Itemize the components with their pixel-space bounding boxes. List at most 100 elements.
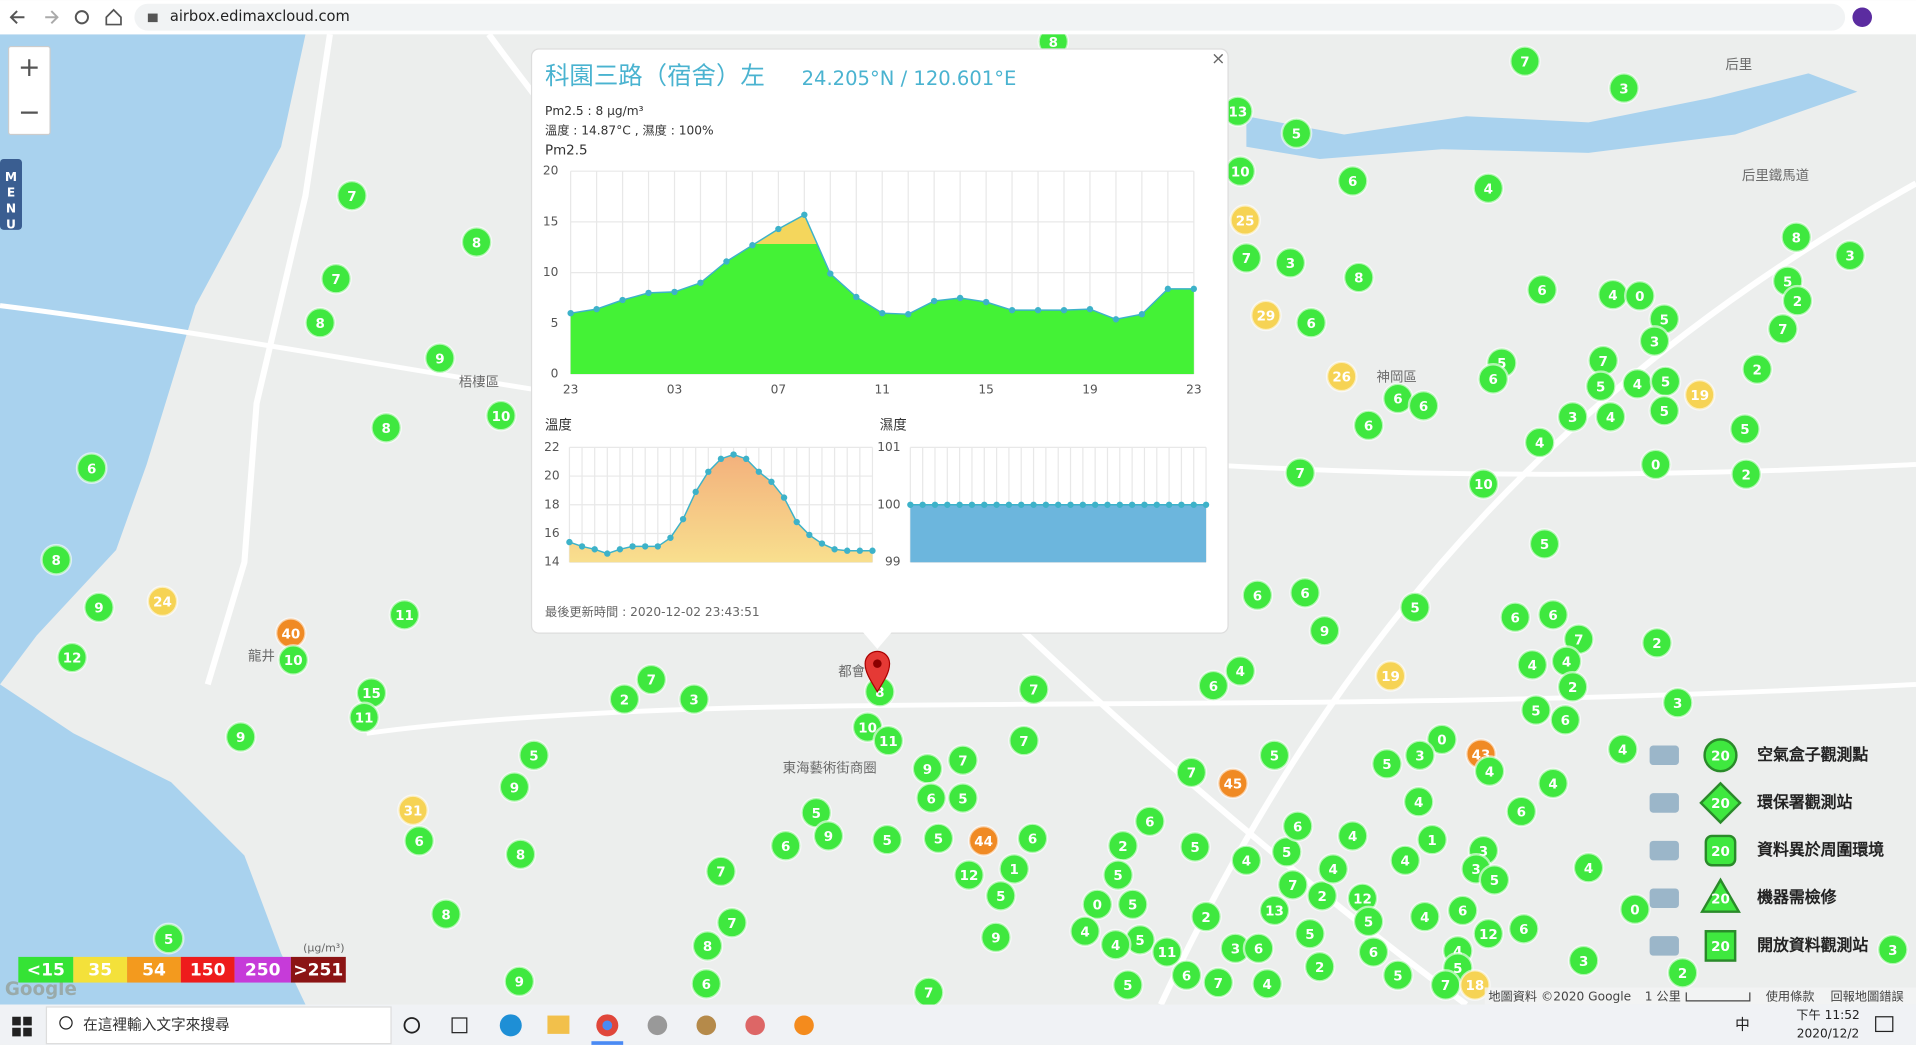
station-marker[interactable] [1357, 936, 1390, 968]
station-marker[interactable] [1402, 785, 1435, 818]
station-marker[interactable] [1608, 72, 1640, 104]
station-marker[interactable] [1342, 261, 1375, 294]
station-marker[interactable] [1371, 747, 1403, 780]
station-marker[interactable] [1567, 944, 1600, 977]
station-marker[interactable] [691, 930, 724, 962]
back-icon[interactable] [9, 10, 25, 25]
station-marker[interactable] [1179, 831, 1211, 863]
station-marker[interactable] [1619, 893, 1651, 926]
close-button[interactable]: × [1211, 49, 1225, 69]
station-marker[interactable] [1408, 900, 1441, 933]
station-marker[interactable] [1520, 694, 1552, 726]
station-marker[interactable] [1741, 353, 1774, 386]
menu-tab[interactable] [0, 158, 22, 230]
reload-icon[interactable] [74, 10, 89, 25]
station-marker[interactable] [1638, 325, 1671, 357]
station-marker[interactable] [224, 721, 257, 753]
station-marker[interactable] [503, 965, 536, 998]
station-marker[interactable] [1336, 165, 1369, 197]
station-marker[interactable] [1472, 917, 1505, 950]
station-marker[interactable] [1217, 767, 1249, 800]
station-marker[interactable] [1325, 360, 1358, 393]
station-marker[interactable] [304, 306, 337, 339]
station-marker[interactable] [1623, 279, 1656, 312]
search-placeholder[interactable]: 在這裡輸入文字來搜尋 [83, 1016, 230, 1033]
station-marker[interactable] [1407, 389, 1440, 422]
station-marker[interactable] [348, 701, 381, 734]
station-marker[interactable] [1648, 394, 1681, 427]
station-marker[interactable] [1352, 409, 1385, 442]
station-marker[interactable] [1099, 928, 1132, 961]
station-marker[interactable] [1683, 378, 1716, 411]
station-marker[interactable] [1229, 204, 1262, 236]
station-marker[interactable] [1242, 932, 1275, 965]
station-marker[interactable] [812, 820, 845, 852]
station-marker[interactable] [1230, 844, 1263, 877]
station-marker[interactable] [1175, 756, 1208, 789]
station-marker[interactable] [498, 771, 531, 803]
station-marker[interactable] [1661, 686, 1694, 719]
station-marker[interactable] [1499, 601, 1532, 634]
station-marker[interactable] [1467, 468, 1500, 500]
station-marker[interactable] [1374, 659, 1407, 692]
station-marker[interactable] [1281, 810, 1314, 843]
station-marker[interactable] [430, 898, 462, 931]
station-marker[interactable] [1556, 400, 1589, 433]
station-marker[interactable] [1274, 246, 1307, 279]
taskview-icon[interactable] [451, 1017, 468, 1034]
station-marker[interactable] [690, 967, 723, 1000]
station-marker[interactable] [1224, 655, 1257, 687]
station-marker[interactable] [871, 823, 904, 856]
station-marker[interactable] [1069, 915, 1101, 948]
station-marker[interactable] [1766, 312, 1799, 345]
station-marker[interactable] [608, 683, 641, 715]
app-icon[interactable] [647, 1015, 668, 1036]
station-marker[interactable] [705, 855, 737, 888]
station-marker[interactable] [1594, 400, 1627, 433]
station-marker[interactable] [1306, 879, 1339, 912]
station-marker[interactable] [1404, 739, 1436, 772]
station-marker[interactable] [1081, 888, 1114, 921]
zoom-in[interactable]: + [18, 52, 41, 83]
station-marker[interactable] [1251, 967, 1284, 1000]
station-marker[interactable] [1528, 527, 1561, 560]
station-marker[interactable] [56, 641, 88, 674]
station-marker[interactable] [947, 782, 979, 814]
station-marker[interactable] [984, 879, 1017, 912]
profile-icon[interactable] [1852, 7, 1873, 28]
notification-icon[interactable] [1875, 1016, 1894, 1033]
station-marker[interactable] [1151, 936, 1183, 968]
station-marker[interactable] [83, 591, 115, 624]
station-marker[interactable] [1730, 458, 1763, 491]
station-marker[interactable] [1458, 969, 1491, 1001]
station-marker[interactable] [1606, 733, 1639, 766]
station-marker[interactable] [1008, 724, 1040, 757]
station-marker[interactable] [947, 744, 979, 777]
clock-date[interactable]: 2020/12/2 [1797, 1026, 1860, 1040]
station-marker[interactable] [1294, 917, 1326, 950]
station-marker[interactable] [1308, 614, 1341, 647]
station-marker[interactable] [146, 585, 179, 618]
station-marker[interactable] [922, 822, 955, 855]
forward-icon[interactable] [45, 10, 59, 25]
clock-time[interactable]: 下午 11:52 [1796, 1008, 1859, 1022]
station-marker[interactable] [1303, 950, 1336, 983]
zoom-out[interactable]: − [18, 97, 41, 128]
station-marker[interactable] [152, 922, 185, 955]
station-marker[interactable] [1289, 576, 1321, 609]
station-marker[interactable] [460, 226, 493, 258]
app-icon[interactable] [745, 1015, 765, 1036]
station-marker[interactable] [424, 342, 456, 375]
station-marker[interactable] [1446, 894, 1479, 927]
station-marker[interactable] [1834, 239, 1866, 272]
station-marker[interactable] [1641, 626, 1673, 659]
station-marker[interactable] [1258, 739, 1291, 772]
station-marker[interactable] [1336, 820, 1369, 852]
address-bar[interactable] [134, 3, 1846, 31]
station-marker[interactable] [1639, 448, 1672, 481]
station-marker[interactable] [1017, 673, 1050, 706]
report[interactable]: 回報地圖錯誤 [1830, 989, 1903, 1004]
station-marker[interactable] [635, 663, 668, 696]
station-marker[interactable] [1190, 900, 1222, 933]
station-marker[interactable] [1352, 905, 1385, 938]
